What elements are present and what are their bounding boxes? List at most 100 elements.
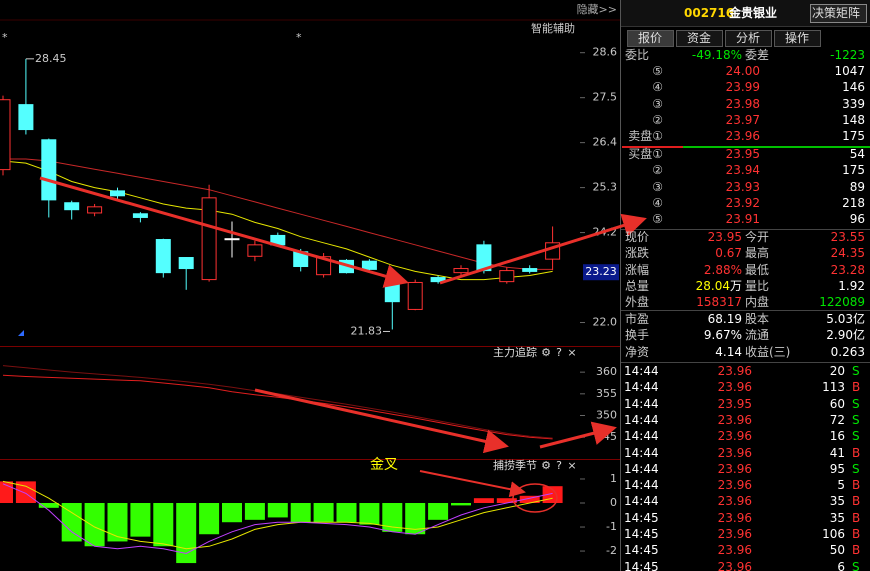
stat-value: 122089 [819, 295, 865, 310]
macd-bar [359, 503, 380, 525]
trade-time: 14:45 [624, 543, 659, 558]
tab[interactable] [676, 30, 723, 47]
tab[interactable] [725, 30, 772, 47]
macd-bar [84, 503, 105, 547]
matrix-button[interactable] [810, 4, 867, 23]
level-price: 24.00 [725, 64, 760, 78]
trade-price: 23.95 [717, 396, 752, 411]
chart-area: 隐藏>> 智能辅助 * * 28.6 27.5 26.4 25.3 24.2 22.0 23… [0, 0, 621, 571]
level-price: 23.96 [725, 129, 760, 144]
stat-label: 净资 [625, 344, 650, 359]
y-tick-label: 24.2 [593, 226, 618, 239]
y-tick-label: 25.3 [593, 181, 618, 194]
panel-tool[interactable]: ⚙ [541, 346, 551, 359]
trade-time: 14:44 [624, 461, 659, 476]
macd-bar [451, 503, 471, 506]
matrix-label[interactable]: 决策矩阵 [812, 6, 861, 20]
stat-label: 量比 [745, 278, 770, 293]
panel-title: 捕捞季节 [493, 458, 537, 472]
tab-label[interactable]: 操作 [785, 31, 810, 45]
candle-body [293, 251, 309, 268]
panel-tool[interactable]: × [567, 346, 576, 359]
candle-body [41, 139, 57, 201]
level-volume: 218 [842, 195, 865, 210]
trade-time: 14:45 [624, 510, 659, 525]
y-tick-label: 28.6 [593, 46, 618, 59]
level-volume: 146 [842, 80, 865, 95]
tab[interactable] [627, 30, 674, 47]
candle-body [384, 281, 400, 303]
panel-tool[interactable]: ? [556, 346, 562, 359]
trade-price: 23.96 [717, 380, 752, 395]
tab[interactable] [774, 30, 821, 47]
panel-tool[interactable]: ⚙ [541, 459, 551, 472]
trade-price: 23.96 [717, 461, 752, 476]
macd-bar [222, 503, 242, 523]
stat-value: 23.28 [830, 262, 865, 277]
candle-body [430, 277, 446, 283]
panel-tool[interactable]: ? [556, 459, 562, 472]
diff-value: -1223 [830, 48, 865, 62]
stat-label: 最低 [745, 262, 770, 277]
macd-bar [290, 503, 311, 523]
trade-side: S [852, 364, 860, 378]
level-volume: 89 [849, 179, 865, 194]
candle-body [339, 259, 354, 274]
stat-value: 1.92 [838, 278, 865, 293]
y-tick-label: 350 [596, 409, 617, 422]
macd-bar [473, 498, 494, 504]
macd-bar [336, 503, 357, 523]
level-label: ② [652, 163, 663, 178]
candle-body [247, 244, 263, 257]
trade-price: 23.96 [717, 559, 752, 571]
trade-side: B [852, 478, 861, 493]
candle-body [178, 257, 194, 270]
tab-label[interactable]: 报价 [638, 31, 663, 45]
stat-label: 换手 [625, 328, 650, 343]
y-tick-label: -2 [606, 544, 617, 557]
trade-price: 23.96 [717, 527, 752, 541]
tab-label[interactable]: 资金 [687, 31, 712, 45]
candle-body [476, 244, 492, 272]
y-tick-label: 355 [596, 387, 617, 400]
nav-marker [18, 330, 24, 336]
trade-price: 23.96 [717, 445, 752, 460]
stat-value: 24.35 [830, 246, 865, 261]
stat-value: 28.04 [695, 278, 730, 293]
y-tick-label: 22.0 [593, 316, 618, 329]
price-marker: 23.23 [585, 265, 617, 278]
stock-name: 金贵银业 [729, 6, 778, 20]
trade-time: 14:44 [624, 380, 659, 395]
hide-button[interactable]: 隐藏>> [577, 3, 617, 16]
trade-volume: 35 [829, 494, 845, 509]
level-label: ③ [652, 179, 663, 194]
trade-time: 14:44 [624, 364, 659, 378]
trade-time: 14:44 [624, 478, 659, 493]
stat-value: 2.88% [703, 262, 742, 277]
assist-label: 智能辅助 [531, 21, 575, 35]
trade-price: 23.96 [717, 510, 752, 525]
stat-value: 23.55 [830, 230, 865, 244]
trade-volume: 20 [829, 364, 845, 378]
panel-tool[interactable]: × [567, 459, 576, 472]
stat-unit: 亿 [852, 312, 865, 326]
stock-code: 002716 [684, 6, 735, 20]
trade-volume: 95 [829, 461, 845, 476]
candle-body [224, 238, 240, 241]
separator [621, 310, 870, 311]
level-volume: 148 [842, 112, 865, 127]
stat-label: 外盘 [625, 295, 650, 310]
stat-label: 现价 [625, 230, 650, 244]
stat-unit: 亿 [852, 328, 865, 343]
stat-value: 4.14 [715, 344, 742, 359]
tab-label[interactable]: 分析 [736, 31, 761, 45]
trade-side: S [852, 461, 860, 476]
stat-unit: 万 [729, 278, 742, 293]
trade-time: 14:44 [624, 445, 659, 460]
separator [621, 229, 870, 230]
trade-volume: 16 [829, 429, 845, 444]
stat-label: 总量 [625, 278, 650, 293]
candle-body [0, 99, 11, 171]
trade-volume: 41 [829, 445, 845, 460]
macd-bar [61, 503, 82, 542]
